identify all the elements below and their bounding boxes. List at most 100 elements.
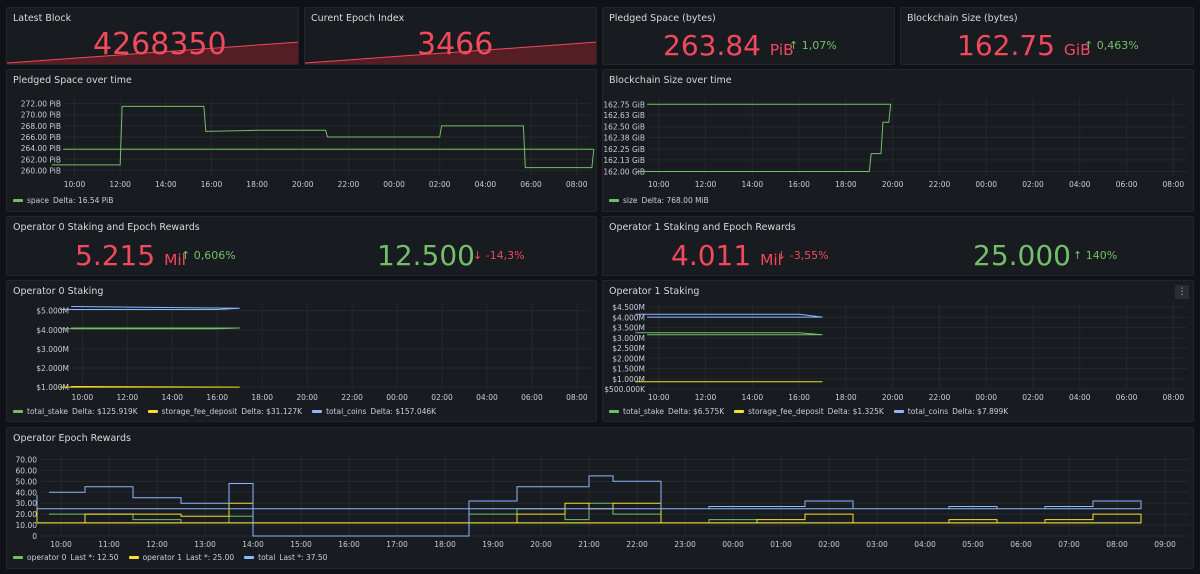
x-tick-label: 01:00 (770, 540, 792, 549)
x-tick-label: 11:00 (98, 540, 120, 549)
legend-item-total-coins[interactable]: total_coins Delta: $7.899K (893, 407, 1008, 416)
y-tick-label: 162.50 GiB (603, 123, 645, 132)
x-tick-label: 14:00 (155, 180, 177, 189)
series-line-total_stake (59, 327, 240, 330)
x-tick-label: 16:00 (338, 540, 360, 549)
legend-item-total-coins[interactable]: total_coins Delta: $157.046K (312, 407, 436, 416)
legend-item-storage-fee-deposit[interactable]: storage_fee_deposit Delta: $31.127K (147, 407, 302, 416)
legend-delta: Delta: 16.54 PiB (53, 196, 114, 205)
x-tick-label: 22:00 (341, 393, 363, 402)
stat-unit: Mil (760, 251, 782, 269)
sparkline-line (7, 41, 298, 64)
panel-operator-0-staking[interactable]: Operator 0 Staking $5.000M $4.000M $3.000M… (6, 280, 597, 422)
panel-title: Operator 0 Staking and Epoch Rewards (13, 222, 200, 233)
legend-swatch (13, 199, 23, 202)
y-tick-label: 262.00 PiB (21, 155, 61, 164)
y-tick-label: 0 (32, 532, 37, 541)
legend: operator 0 Last *: 12.50 operator 1 Last *… (13, 553, 327, 562)
legend-delta: Delta: $1.325K (827, 407, 884, 416)
x-tick-label: 18:00 (835, 180, 857, 189)
panel-pledged-space[interactable]: Pledged Space over time 272.00 PiB 270.00… (6, 69, 597, 212)
legend-label: total_coins (326, 407, 367, 416)
x-tick-label: 21:00 (578, 540, 600, 549)
legend-item-size[interactable]: size Delta: 768.00 MiB (609, 196, 709, 205)
x-tick-label: 22:00 (929, 393, 951, 402)
stat-pledged-space[interactable]: Pledged Space (bytes) 263.84 PiB ↑ 1,07% (602, 7, 895, 65)
x-tick-label: 14:00 (161, 393, 183, 402)
x-tick-label: 12:00 (695, 180, 717, 189)
panel-operator-1-staking[interactable]: Operator 1 Staking ⋮ $4.500M $4.000M $3.50… (602, 280, 1194, 422)
x-tick-label: 00:00 (975, 393, 997, 402)
legend-last: Last *: 12.50 (70, 553, 119, 562)
stat-delta-value: -3,55% (789, 249, 829, 262)
legend-item-operator-0[interactable]: operator 0 Last *: 12.50 (13, 553, 119, 562)
y-tick-label: $2.500M (612, 344, 645, 353)
series-line-operator-1 (36, 502, 1142, 537)
legend-delta: Delta: $6.575K (668, 407, 725, 416)
y-tick-label: 10.00 (16, 521, 38, 530)
stat-blockchain-size[interactable]: Blockchain Size (bytes) 162.75 GiB ↑ 0,4… (900, 7, 1194, 65)
x-tick-label: 04:00 (914, 540, 936, 549)
legend-item-total-stake[interactable]: total_stake Delta: $125.919K (13, 407, 138, 416)
legend-label: size (623, 196, 638, 205)
x-tick-label: 20:00 (530, 540, 552, 549)
panel-title: Pledged Space (bytes) (609, 13, 716, 24)
y-tick-label: 40.00 (16, 488, 38, 497)
y-tick-label: 270.00 PiB (21, 111, 61, 120)
stat-delta-value: 0,463% (1096, 39, 1139, 52)
y-tick-label: $3.000M (36, 345, 69, 354)
stat-value: 162.75 GiB (957, 32, 1091, 60)
x-tick-label: 20:00 (292, 180, 314, 189)
x-tick-label: 08:00 (1163, 393, 1185, 402)
x-tick-label: 20:00 (882, 393, 904, 402)
panel-title: Blockchain Size (bytes) (907, 13, 1018, 24)
x-tick-label: 06:00 (520, 180, 542, 189)
panel-blockchain-size[interactable]: Blockchain Size over time 162.75 GiB 162.… (602, 69, 1194, 212)
legend-swatch (893, 410, 904, 413)
panel-menu-icon[interactable]: ⋮ (1175, 285, 1189, 299)
y-tick-label: 268.00 PiB (21, 122, 61, 131)
legend-item-total[interactable]: total Last *: 37.50 (244, 553, 327, 562)
panel-operator-0-stats[interactable]: Operator 0 Staking and Epoch Rewards 5.2… (6, 216, 597, 276)
x-tick-label: 12:00 (109, 180, 131, 189)
x-tick-label: 18:00 (246, 180, 268, 189)
sparkline (7, 41, 298, 64)
y-tick-label: 162.75 GiB (603, 100, 645, 109)
legend-label: operator 1 (142, 553, 182, 562)
legend-swatch (244, 556, 255, 559)
x-tick-label: 02:00 (1022, 180, 1044, 189)
x-tick-label: 20:00 (882, 180, 904, 189)
legend-item-total-stake[interactable]: total_stake Delta: $6.575K (609, 407, 724, 416)
x-tick-label: 10:00 (648, 393, 670, 402)
legend-swatch (128, 556, 139, 559)
panel-operator-1-stats[interactable]: Operator 1 Staking and Epoch Rewards 4.0… (602, 216, 1194, 276)
stat-latest-block[interactable]: Latest Block 4268350 (6, 7, 299, 65)
x-tick-label: 03:00 (866, 540, 888, 549)
x-tick-label: 04:00 (476, 393, 498, 402)
stat-epoch-index[interactable]: Curent Epoch Index 3466 (304, 7, 597, 65)
x-tick-label: 18:00 (251, 393, 273, 402)
x-tick-label: 14:00 (741, 180, 763, 189)
panel-title: Curent Epoch Index (311, 13, 405, 24)
op0-reward-delta: ↓ -14,3% (473, 249, 525, 262)
panel-title: Operator 0 Staking (13, 286, 104, 297)
series-line-total_coins (635, 313, 823, 318)
legend: space Delta: 16.54 PiB (13, 196, 113, 205)
legend-last: Last *: 37.50 (279, 553, 328, 562)
panel-operator-epoch-rewards[interactable]: Operator Epoch Rewards 70.00 60.00 50.00 40… (6, 427, 1194, 569)
legend-swatch (147, 410, 158, 413)
y-tick-label: $500.000K (604, 385, 646, 394)
legend-label: total_coins (907, 407, 949, 416)
series-line-storage_fee_deposit (59, 386, 240, 388)
op0-stake-value: 5.215 Mil (75, 242, 186, 270)
legend-item-space[interactable]: space Delta: 16.54 PiB (13, 196, 113, 205)
legend-item-storage-fee-deposit[interactable]: storage_fee_deposit Delta: $1.325K (734, 407, 884, 416)
stat-delta: ↑ 1,07% (789, 39, 837, 52)
stat-number: 162.75 (957, 29, 1055, 62)
legend-item-operator-1[interactable]: operator 1 Last *: 25.00 (128, 553, 234, 562)
x-tick-label: 00:00 (975, 180, 997, 189)
panel-title: Operator 1 Staking and Epoch Rewards (609, 222, 796, 233)
legend-label: operator 0 (27, 553, 67, 562)
x-tick-label: 02:00 (431, 393, 453, 402)
